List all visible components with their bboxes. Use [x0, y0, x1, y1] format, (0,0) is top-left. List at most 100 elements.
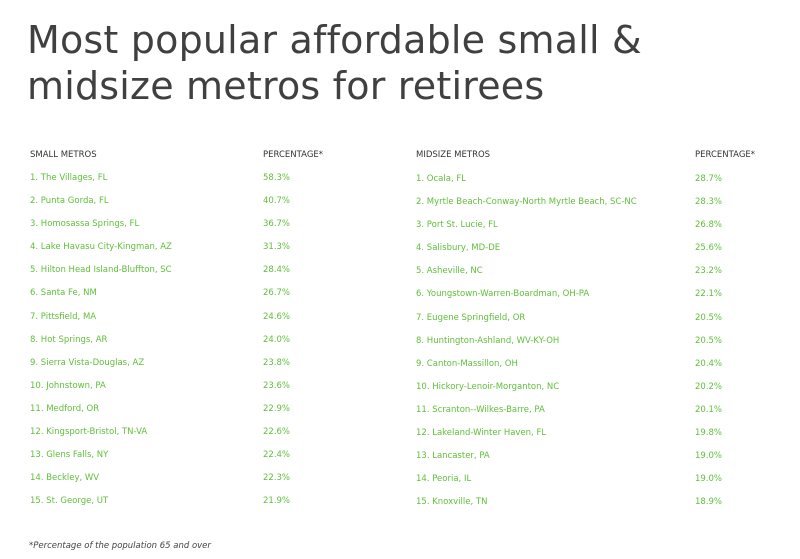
- small-table-row: 4. Lake Havasu City-Kingman, AZ 31.3%: [30, 242, 350, 265]
- small-metro-name: 10. Johnstown, PA: [30, 380, 106, 391]
- midsize-metro-name: 4. Salisbury, MD-DE: [416, 243, 501, 254]
- midsize-metro-percentage: 18.9%: [695, 497, 723, 508]
- midsize-metro-percentage: 23.2%: [695, 266, 723, 277]
- small-table-row: 1. The Villages, FL 58.3%: [30, 173, 350, 196]
- small-table-row: 3. Homosassa Springs, FL 36.7%: [30, 219, 350, 242]
- midsize-metro-percentage: 19.0%: [695, 474, 723, 485]
- small-metro-percentage: 22.9%: [263, 403, 291, 414]
- small-metro-percentage: 22.4%: [263, 450, 291, 461]
- small-metro-percentage: 22.3%: [263, 473, 291, 484]
- small-metros-header: SMALL METROS PERCENTAGE*: [30, 150, 350, 162]
- midsize-metro-name: 2. Myrtle Beach-Conway-North Myrtle Beac…: [416, 197, 637, 208]
- small-table-row: 14. Beckley, WV 22.3%: [30, 473, 350, 496]
- small-metro-name: 1. The Villages, FL: [30, 173, 108, 183]
- small-metro-name: 5. Hilton Head Island-Bluffton, SC: [30, 265, 172, 276]
- midsize-metro-percentage: 19.8%: [695, 428, 723, 439]
- midsize-table-row: 4. Salisbury, MD-DE 25.6%: [416, 243, 776, 266]
- midsize-table-row: 2. Myrtle Beach-Conway-North Myrtle Beac…: [416, 197, 776, 220]
- small-table-row: 8. Hot Springs, AR 24.0%: [30, 335, 350, 358]
- small-metro-percentage: 23.8%: [263, 357, 291, 368]
- small-table-row: 6. Santa Fe, NM 26.7%: [30, 288, 350, 311]
- midsize-metro-name: 7. Eugene Springfield, OR: [416, 312, 526, 323]
- small-metro-name: 9. Sierra Vista-Douglas, AZ: [30, 357, 145, 368]
- small-table-row: 2. Punta Gorda, FL 40.7%: [30, 196, 350, 219]
- page-title: Most popular affordable small & midsize …: [27, 18, 642, 108]
- midsize-metro-name: 3. Port St. Lucie, FL: [416, 220, 498, 231]
- midsize-metro-name: 12. Lakeland-Winter Haven, FL: [416, 428, 547, 439]
- small-metros-rows: 1. The Villages, FL 58.3% 2. Punta Gorda, …: [30, 173, 350, 519]
- midsize-metro-percentage: 19.0%: [695, 451, 723, 462]
- midsize-metros-header-name: MIDSIZE METROS: [416, 150, 491, 160]
- small-metro-name: 2. Punta Gorda, FL: [30, 196, 109, 207]
- small-metro-percentage: 58.3%: [263, 173, 291, 183]
- midsize-metro-percentage: 28.3%: [695, 197, 723, 208]
- midsize-metro-name: 15. Knoxville, TN: [416, 497, 488, 508]
- midsize-table-row: 12. Lakeland-Winter Haven, FL 19.8%: [416, 428, 776, 451]
- midsize-metro-name: 14. Peoria, IL: [416, 474, 472, 485]
- midsize-metro-percentage: 28.7%: [695, 174, 723, 184]
- midsize-metro-name: 6. Youngstown-Warren-Boardman, OH-PA: [416, 289, 590, 300]
- midsize-metro-name: 13. Lancaster, PA: [416, 451, 490, 462]
- midsize-metros-header-percentage: PERCENTAGE*: [695, 150, 756, 160]
- midsize-table-row: 10. Hickory-Lenoir-Morganton, NC 20.2%: [416, 382, 776, 405]
- footnote: *Percentage of the population 65 and ove…: [29, 541, 211, 551]
- small-table-row: 10. Johnstown, PA 23.6%: [30, 381, 350, 404]
- midsize-table-row: 6. Youngstown-Warren-Boardman, OH-PA 22.1…: [416, 289, 776, 312]
- small-metro-name: 8. Hot Springs, AR: [30, 334, 108, 345]
- midsize-metro-percentage: 20.5%: [695, 312, 723, 323]
- small-table-row: 7. Pittsfield, MA 24.6%: [30, 312, 350, 335]
- small-metro-percentage: 31.3%: [263, 242, 291, 253]
- midsize-metros-table: MIDSIZE METROS PERCENTAGE* 1. Ocala, FL 2…: [416, 150, 776, 520]
- midsize-metro-percentage: 26.8%: [695, 220, 723, 231]
- midsize-table-row: 7. Eugene Springfield, OR 20.5%: [416, 313, 776, 336]
- small-metro-name: 3. Homosassa Springs, FL: [30, 219, 140, 230]
- small-metro-name: 6. Santa Fe, NM: [30, 288, 97, 299]
- small-metro-name: 11. Medford, OR: [30, 403, 100, 414]
- small-metro-percentage: 23.6%: [263, 380, 291, 391]
- midsize-metro-percentage: 25.6%: [695, 243, 723, 254]
- small-metro-name: 15. St. George, UT: [30, 496, 109, 507]
- small-metros-header-name: SMALL METROS: [30, 150, 97, 160]
- small-metro-percentage: 22.6%: [263, 427, 291, 438]
- small-table-row: 15. St. George, UT 21.9%: [30, 496, 350, 519]
- small-metro-percentage: 21.9%: [263, 496, 291, 507]
- small-table-row: 11. Medford, OR 22.9%: [30, 404, 350, 427]
- small-table-row: 12. Kingsport-Bristol, TN-VA 22.6%: [30, 427, 350, 450]
- midsize-metro-name: 11. Scranton--Wilkes-Barre, PA: [416, 404, 545, 415]
- midsize-table-row: 9. Canton-Massillon, OH 20.4%: [416, 359, 776, 382]
- small-metro-name: 4. Lake Havasu City-Kingman, AZ: [30, 242, 172, 253]
- small-metro-name: 12. Kingsport-Bristol, TN-VA: [30, 427, 148, 438]
- small-metro-percentage: 40.7%: [263, 196, 291, 207]
- midsize-metro-percentage: 22.1%: [695, 289, 723, 300]
- midsize-metro-name: 10. Hickory-Lenoir-Morganton, NC: [416, 381, 560, 392]
- midsize-table-row: 1. Ocala, FL 28.7%: [416, 174, 776, 197]
- midsize-table-row: 13. Lancaster, PA 19.0%: [416, 451, 776, 474]
- small-metros-header-percentage: PERCENTAGE*: [263, 150, 324, 160]
- small-metro-name: 7. Pittsfield, MA: [30, 311, 97, 322]
- midsize-table-row: 5. Asheville, NC 23.2%: [416, 266, 776, 289]
- small-metro-name: 14. Beckley, WV: [30, 473, 100, 484]
- midsize-metro-name: 1. Ocala, FL: [416, 174, 466, 184]
- midsize-metro-name: 9. Canton-Massillon, OH: [416, 358, 518, 369]
- midsize-table-row: 14. Peoria, IL 19.0%: [416, 474, 776, 497]
- midsize-metros-header: MIDSIZE METROS PERCENTAGE*: [416, 150, 776, 162]
- midsize-metro-percentage: 20.4%: [695, 358, 723, 369]
- midsize-table-row: 3. Port St. Lucie, FL 26.8%: [416, 220, 776, 243]
- small-metro-percentage: 36.7%: [263, 219, 291, 230]
- midsize-table-row: 11. Scranton--Wilkes-Barre, PA 20.1%: [416, 405, 776, 428]
- midsize-metro-name: 5. Asheville, NC: [416, 266, 483, 277]
- midsize-metro-percentage: 20.1%: [695, 404, 723, 415]
- small-metro-percentage: 26.7%: [263, 288, 291, 299]
- small-table-row: 9. Sierra Vista-Douglas, AZ 23.8%: [30, 358, 350, 381]
- small-metro-name: 13. Glens Falls, NY: [30, 450, 109, 461]
- midsize-metros-rows: 1. Ocala, FL 28.7% 2. Myrtle Beach-Conway-…: [416, 174, 776, 520]
- midsize-metro-percentage: 20.2%: [695, 381, 723, 392]
- midsize-table-row: 15. Knoxville, TN 18.9%: [416, 497, 776, 520]
- small-metro-percentage: 24.6%: [263, 311, 291, 322]
- midsize-table-row: 8. Huntington-Ashland, WV-KY-OH 20.5%: [416, 336, 776, 359]
- midsize-metro-percentage: 20.5%: [695, 335, 723, 346]
- small-metro-percentage: 24.0%: [263, 334, 291, 345]
- small-table-row: 5. Hilton Head Island-Bluffton, SC 28.4%: [30, 265, 350, 288]
- small-metro-percentage: 28.4%: [263, 265, 291, 276]
- midsize-metro-name: 8. Huntington-Ashland, WV-KY-OH: [416, 335, 560, 346]
